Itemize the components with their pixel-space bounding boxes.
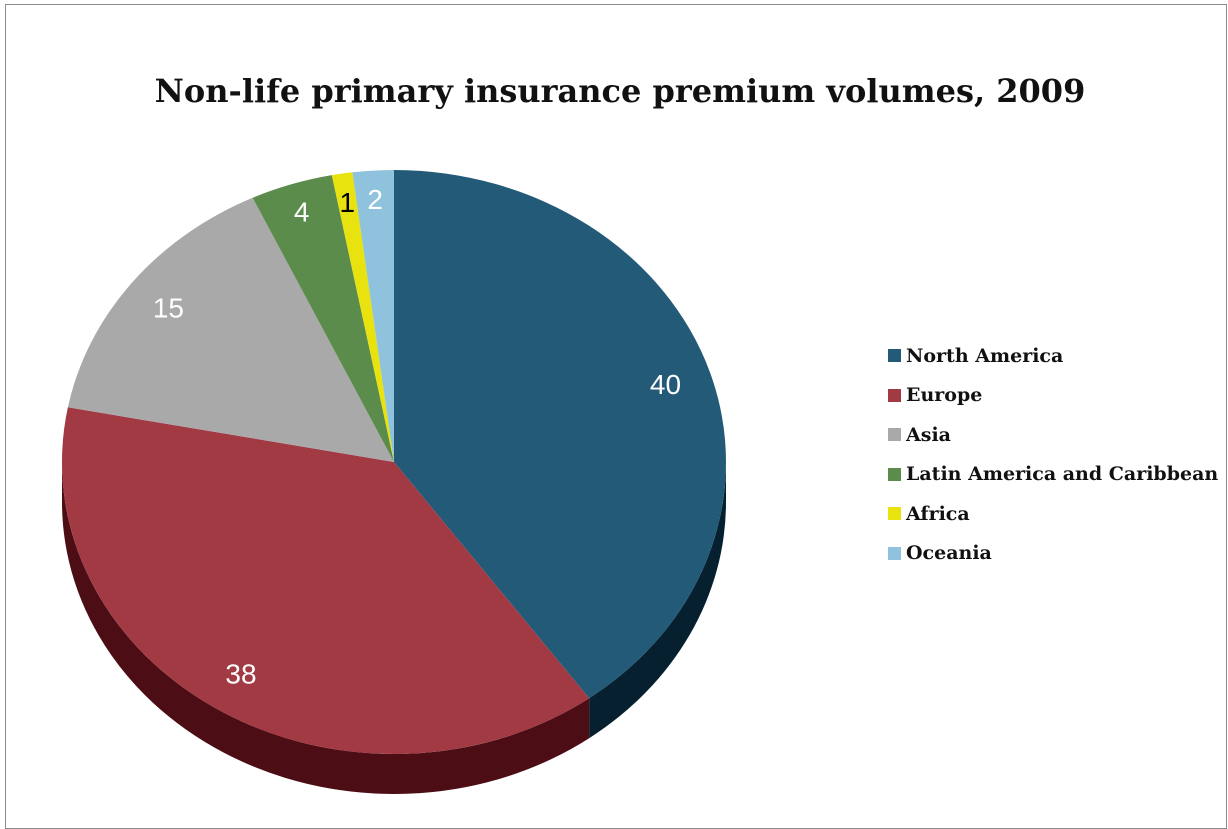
pie-slice-europe xyxy=(62,407,590,754)
legend-item-north-america: North America xyxy=(888,336,1218,376)
legend-item-asia: Asia xyxy=(888,415,1218,455)
pie-slice-oceania xyxy=(352,170,394,462)
pie-slice-africa xyxy=(331,172,394,463)
data-label-latin-america-and-caribbean: 4 xyxy=(294,197,310,228)
legend-item-oceania: Oceania xyxy=(888,534,1218,574)
pie-slice-latin-america-and-caribbean xyxy=(252,175,394,462)
pie-slice-north-america xyxy=(394,170,727,699)
legend-label: Asia xyxy=(906,423,951,446)
legend-swatch xyxy=(888,388,901,402)
legend: North America Europe Asia Latin America and… xyxy=(888,336,1218,573)
pie-slice-asia xyxy=(67,197,395,462)
pie-labels: 40 38 15 4 1 2 xyxy=(153,184,681,689)
legend-swatch xyxy=(888,507,901,521)
legend-label: Latin America and Caribbean xyxy=(906,463,1219,486)
legend-label: Africa xyxy=(906,502,970,525)
data-label-europe: 38 xyxy=(225,659,256,690)
chart-title: Non-life primary insurance premium volum… xyxy=(154,72,1086,110)
pie-sides xyxy=(61,462,726,794)
data-label-africa: 1 xyxy=(340,187,356,218)
legend-label: North America xyxy=(906,344,1064,367)
data-label-oceania: 2 xyxy=(367,184,383,215)
legend-label: Oceania xyxy=(906,542,992,565)
pie-tops xyxy=(62,170,727,754)
legend-swatch xyxy=(888,546,901,560)
legend-label: Europe xyxy=(906,384,983,407)
pie-side-europe xyxy=(61,462,590,794)
data-label-asia: 15 xyxy=(153,293,184,324)
legend-swatch xyxy=(888,428,901,442)
legend-swatch xyxy=(888,349,901,363)
legend-swatch xyxy=(888,467,901,481)
pie-side-north-america xyxy=(589,462,726,739)
legend-item-europe: Europe xyxy=(888,376,1218,416)
legend-item-africa: Africa xyxy=(888,494,1218,534)
legend-item-latin-america-and-caribbean: Latin America and Caribbean xyxy=(888,455,1218,495)
data-label-north-america: 40 xyxy=(650,369,681,400)
